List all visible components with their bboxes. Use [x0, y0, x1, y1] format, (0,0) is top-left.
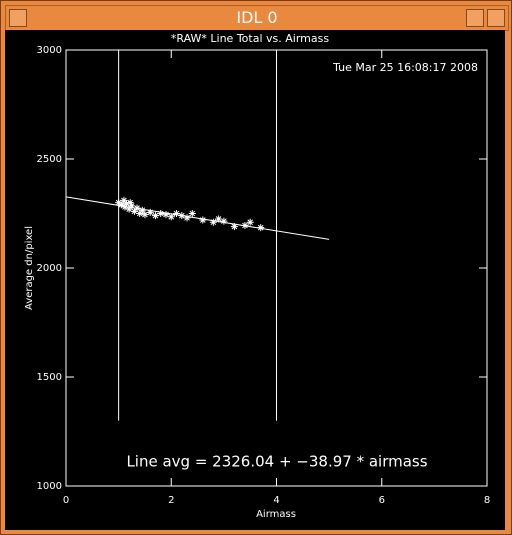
y-axis-label: Average dn/pixel [24, 226, 35, 310]
data-point [146, 208, 154, 216]
data-point [188, 210, 196, 217]
data-point [178, 212, 186, 220]
data-point [241, 221, 249, 229]
y-tick-label: 1000 [37, 481, 62, 492]
data-point [162, 211, 170, 219]
y-tick-label: 2500 [37, 154, 62, 165]
timestamp: Tue Mar 25 16:08:17 2008 [332, 61, 478, 74]
y-tick-label: 1500 [37, 372, 62, 383]
fit-annotation: Line avg = 2326.04 + −38.97 * airmass [126, 453, 427, 471]
y-tick-label: 3000 [37, 45, 62, 56]
data-point [141, 211, 149, 219]
chart-title: *RAW* Line Total vs. Airmass [171, 32, 329, 45]
y-tick-label: 2000 [37, 263, 62, 274]
data-point [128, 202, 136, 210]
data-point [123, 200, 131, 208]
data-point [157, 210, 165, 217]
data-point [130, 207, 138, 215]
data-point [167, 213, 175, 221]
fit-line [65, 196, 330, 240]
data-point [209, 218, 217, 226]
data-point [173, 210, 181, 217]
title-bar: IDL 0 [5, 5, 509, 31]
data-point [199, 216, 207, 224]
x-tick-label: 0 [63, 495, 69, 506]
data-point [136, 210, 144, 217]
x-tick-label: 8 [484, 495, 490, 506]
maximize-button[interactable] [487, 9, 505, 27]
data-point [151, 212, 159, 220]
data-point [220, 217, 228, 225]
data-point [117, 201, 125, 209]
minimize-button[interactable] [466, 9, 484, 27]
data-point [120, 196, 128, 204]
data-point [125, 205, 133, 213]
window-title: IDL 0 [236, 8, 278, 27]
chart: *RAW* Line Total vs. Airmass Tue Mar 25 … [5, 30, 505, 530]
data-point [121, 203, 129, 211]
data-point [138, 206, 146, 214]
data-point [126, 199, 134, 207]
data-point [246, 218, 254, 226]
menu-button[interactable] [9, 9, 27, 27]
x-tick-label: 6 [379, 495, 385, 506]
x-tick-label: 2 [168, 495, 174, 506]
data-point [183, 214, 191, 222]
x-tick-label: 4 [273, 495, 279, 506]
x-axis-label: Airmass [256, 509, 296, 520]
data-point [215, 215, 223, 223]
data-point [257, 224, 265, 232]
data-point [133, 204, 141, 212]
data-point [230, 223, 238, 231]
